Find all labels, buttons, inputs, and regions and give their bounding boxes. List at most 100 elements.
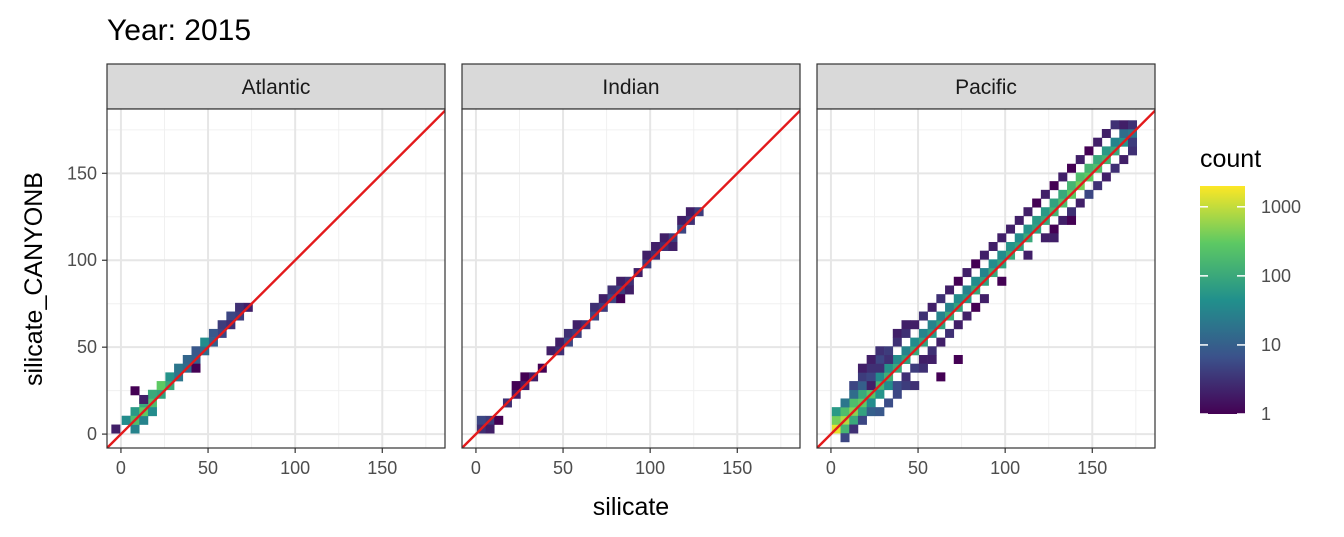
heatmap-bin [1040, 189, 1050, 199]
x-tick-label: 100 [280, 458, 310, 478]
heatmap-bin [1101, 172, 1111, 182]
heatmap-bin [1006, 241, 1016, 251]
heatmap-bin [1075, 155, 1085, 165]
heatmap-bin [1067, 207, 1077, 217]
heatmap-bin [962, 268, 972, 278]
heatmap-bin [936, 294, 946, 304]
heatmap-bin [165, 372, 175, 382]
heatmap-bin [849, 381, 859, 391]
heatmap-bin [927, 354, 937, 364]
colorbar-label: 10 [1261, 335, 1281, 355]
heatmap-bin [191, 346, 201, 356]
heatmap-bin [1127, 137, 1138, 147]
heatmap-bin [936, 337, 946, 347]
heatmap-bin [590, 302, 600, 312]
heatmap-bin [936, 311, 946, 321]
heatmap-bin [1058, 215, 1068, 225]
heatmap-bin [111, 424, 121, 434]
legend-title: count [1200, 145, 1261, 173]
heatmap-bin [130, 424, 140, 434]
x-tick-label: 50 [553, 458, 573, 478]
x-tick-label: 50 [908, 458, 928, 478]
heatmap-bin [884, 381, 894, 391]
heatmap-bin [624, 285, 634, 295]
heatmap-bin [971, 276, 981, 286]
y-tick-label: 0 [87, 424, 97, 444]
heatmap-bin [892, 337, 902, 347]
heatmap-bin [156, 381, 166, 391]
heatmap-bin [997, 250, 1007, 260]
grid-lines [462, 109, 800, 448]
facet-strip [461, 63, 801, 110]
heatmap-bin [1023, 224, 1033, 234]
heatmap-bin [910, 337, 920, 347]
heatmap-bin [901, 346, 911, 356]
colorbar-label: 100 [1261, 266, 1291, 286]
heatmap-bin [892, 354, 902, 364]
heatmap-bin [1119, 155, 1129, 165]
facet-strip-label: Indian [602, 76, 659, 99]
heatmap-bin [831, 407, 841, 417]
heatmap-bin [866, 407, 876, 417]
facet-strip-label: Pacific [955, 76, 1017, 99]
facet-panel-indian: Indian 0 50 100 150 [461, 63, 801, 478]
heatmap-bin [147, 389, 157, 399]
y-tick-label: 100 [67, 250, 97, 270]
heatmap-bin [875, 389, 885, 399]
chart-title: Year: 2015 [107, 14, 251, 47]
heatmap-bin [962, 285, 972, 295]
heatmap-bin [918, 328, 928, 338]
heatmap-bin [945, 302, 955, 312]
heatmap-bin [1032, 215, 1042, 225]
x-tick-label: 0 [471, 458, 481, 478]
heatmap-bin [511, 381, 521, 391]
heatmap-bin [979, 250, 989, 260]
x-tick-label: 0 [116, 458, 126, 478]
heatmap-bin [1049, 181, 1059, 191]
heatmap-bin [1084, 146, 1094, 156]
heatmap-bin [857, 372, 867, 382]
heatmap-bin [1075, 172, 1085, 182]
heatmap-bin [139, 415, 149, 425]
heatmap-bin [1023, 250, 1033, 260]
heatmap-bin [1032, 198, 1042, 208]
heatmap-bin [485, 424, 495, 434]
facet-panel-atlantic: Atlantic 0 50 100 150 0 50 100 150 [67, 63, 446, 478]
heatmap-bin [892, 328, 902, 338]
heatmap-bin [616, 276, 626, 286]
heatmap-bin [677, 215, 687, 225]
heatmap-bin [1110, 137, 1120, 147]
heatmap-bin [849, 424, 859, 434]
heatmap-bin [988, 241, 998, 251]
reference-line [107, 109, 445, 448]
x-tick-label: 150 [722, 458, 752, 478]
x-tick-label: 50 [198, 458, 218, 478]
heatmap-bin [849, 389, 859, 399]
heatmap-bin [901, 372, 911, 382]
heatmap-bin [130, 407, 140, 417]
heatmap-bin [997, 276, 1007, 286]
y-tick-label: 150 [67, 163, 97, 183]
heatmap-bin [1101, 146, 1111, 156]
heatmap-bin [927, 346, 937, 356]
heatmap-bin [1067, 215, 1077, 225]
heatmap-bin [182, 354, 192, 364]
heatmap-bin [840, 424, 850, 434]
facet-panel-pacific: Pacific 0 50 100 150 [816, 63, 1156, 478]
x-tick-label: 0 [826, 458, 836, 478]
heatmap-bin [226, 311, 236, 321]
x-axis-title: silicate [593, 493, 669, 521]
heatmap-bin [866, 363, 876, 373]
heatmap-bin [997, 233, 1007, 243]
heatmap-bin [685, 207, 695, 217]
y-tick-label: 50 [77, 337, 97, 357]
heatmap-bin [1110, 163, 1120, 173]
heatmap-bin [979, 268, 989, 278]
heatmap-bin [598, 294, 608, 304]
heatmap-bin [910, 381, 920, 391]
heatmap-bin [616, 294, 626, 304]
heatmap-bin [988, 259, 998, 269]
heatmap-bin [953, 354, 963, 364]
panel-border [461, 108, 801, 449]
